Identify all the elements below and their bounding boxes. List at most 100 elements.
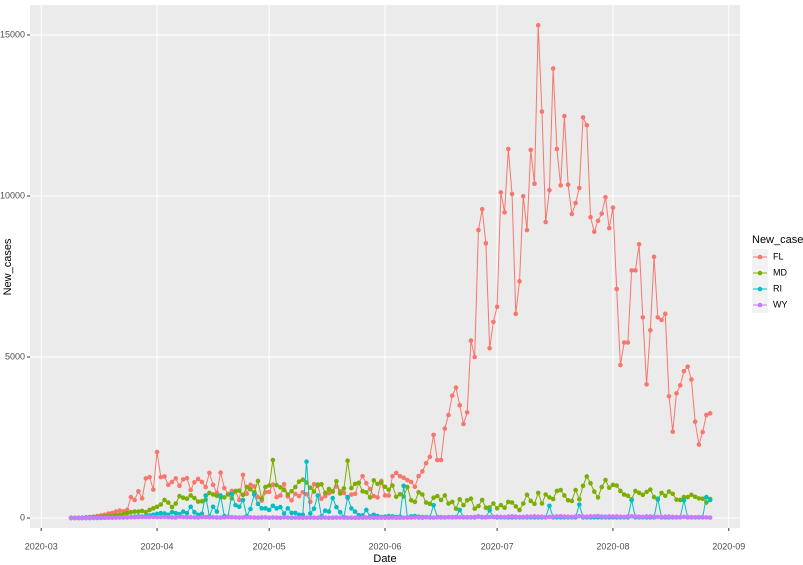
data-point <box>322 490 328 496</box>
data-point <box>124 507 130 513</box>
data-point <box>528 498 534 504</box>
data-point <box>192 509 197 515</box>
data-point <box>573 200 578 206</box>
data-point <box>266 515 272 520</box>
data-point <box>588 480 593 486</box>
data-point <box>449 514 455 520</box>
data-point <box>554 514 560 519</box>
data-point <box>494 506 500 511</box>
data-point <box>438 514 444 520</box>
data-point <box>136 488 141 494</box>
data-point <box>457 507 463 513</box>
data-point <box>580 514 586 519</box>
data-point <box>158 502 164 507</box>
data-point <box>311 515 317 520</box>
data-point <box>173 515 179 520</box>
data-point <box>132 509 137 514</box>
data-point <box>147 514 152 520</box>
data-point <box>218 493 223 498</box>
data-point <box>569 211 575 217</box>
data-point <box>692 494 698 500</box>
data-point <box>487 507 492 513</box>
data-point <box>244 515 250 520</box>
data-point <box>408 498 414 503</box>
data-point <box>651 254 657 260</box>
data-point <box>307 515 313 520</box>
data-point <box>562 514 567 519</box>
data-point <box>169 504 175 510</box>
data-point <box>431 502 436 508</box>
data-point <box>225 492 231 497</box>
data-point <box>136 514 141 520</box>
data-point <box>278 485 283 490</box>
data-point <box>606 225 612 231</box>
data-point <box>401 515 406 520</box>
data-point <box>689 514 694 520</box>
legend-label: FL <box>773 251 784 261</box>
data-point <box>629 498 634 503</box>
data-point <box>315 482 321 487</box>
data-point <box>87 515 93 521</box>
data-point <box>330 495 335 501</box>
data-point <box>438 457 444 463</box>
data-point <box>625 340 631 345</box>
data-point <box>476 514 481 520</box>
data-point <box>334 479 339 484</box>
data-point <box>655 496 661 501</box>
data-point <box>162 511 167 516</box>
data-point <box>195 476 201 482</box>
data-point <box>255 515 261 520</box>
data-point <box>326 515 332 521</box>
data-point <box>700 429 705 435</box>
data-point <box>618 362 623 368</box>
data-point <box>233 488 238 494</box>
data-point <box>229 514 235 520</box>
data-point <box>315 515 321 521</box>
data-point <box>420 515 425 520</box>
data-point <box>670 514 676 520</box>
data-point <box>405 477 410 483</box>
data-point <box>457 497 463 502</box>
data-point <box>681 368 687 374</box>
data-point <box>68 515 74 521</box>
data-point <box>270 482 276 487</box>
data-point <box>274 482 279 488</box>
data-point <box>307 485 313 491</box>
data-point <box>113 515 119 520</box>
data-point <box>263 515 268 520</box>
x-tick-label: 2020-07 <box>481 541 514 551</box>
data-point <box>371 493 377 499</box>
data-point <box>513 514 519 520</box>
data-point <box>591 489 597 494</box>
data-point <box>543 492 548 497</box>
data-point <box>259 496 264 501</box>
data-point <box>659 490 664 496</box>
data-point <box>442 426 448 431</box>
x-tick-label: 2020-03 <box>25 541 58 551</box>
data-point <box>289 488 294 494</box>
data-point <box>431 515 436 520</box>
y-tick-label: 10000 <box>0 190 25 200</box>
data-point <box>543 219 548 225</box>
data-point <box>584 122 590 128</box>
data-point <box>307 511 313 516</box>
y-tick-label: 0 <box>20 512 25 522</box>
data-point <box>151 514 156 520</box>
data-point <box>91 515 96 521</box>
data-point <box>517 507 522 513</box>
data-point <box>341 490 347 496</box>
data-point <box>259 515 264 520</box>
data-point <box>165 514 171 520</box>
data-point <box>491 514 496 520</box>
data-point <box>251 492 257 497</box>
data-point <box>562 493 567 498</box>
data-point <box>255 501 261 507</box>
data-point <box>554 488 560 494</box>
data-point <box>461 514 466 520</box>
data-point <box>532 501 537 507</box>
y-tick-label: 15000 <box>0 29 25 39</box>
data-point <box>588 214 593 220</box>
data-point <box>214 515 220 520</box>
data-point <box>349 485 354 491</box>
data-point <box>278 515 283 521</box>
